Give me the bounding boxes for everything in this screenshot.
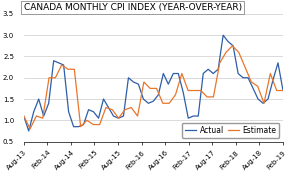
Estimate [174, 94, 177, 96]
Estimate [256, 85, 260, 87]
Line: Actual: Actual [24, 35, 283, 131]
Estimate [110, 109, 114, 111]
Estimate [142, 81, 146, 83]
Estimate [41, 117, 44, 119]
Estimate [60, 64, 64, 66]
Legend: Actual, Estimate: Actual, Estimate [182, 123, 279, 138]
Estimate [205, 96, 209, 98]
Estimate [148, 87, 152, 89]
Estimate [237, 51, 240, 53]
Actual [231, 45, 235, 47]
Estimate [199, 89, 202, 92]
Estimate [281, 89, 285, 92]
Estimate [117, 117, 120, 119]
Estimate [98, 124, 102, 126]
Estimate [186, 89, 190, 92]
Estimate [35, 115, 38, 117]
Estimate [72, 68, 76, 70]
Estimate [167, 102, 171, 104]
Estimate [136, 115, 139, 117]
Actual [182, 92, 185, 94]
Estimate [180, 72, 184, 74]
Estimate [123, 109, 127, 111]
Estimate [85, 119, 89, 121]
Estimate [79, 126, 82, 128]
Actual [22, 115, 26, 117]
Estimate [231, 45, 234, 47]
Actual [97, 117, 100, 119]
Actual [222, 34, 225, 36]
Estimate [92, 124, 95, 126]
Estimate [161, 102, 165, 104]
Estimate [250, 81, 253, 83]
Estimate [104, 106, 108, 109]
Actual [177, 72, 180, 74]
Line: Estimate: Estimate [24, 46, 283, 129]
Estimate [269, 72, 272, 74]
Estimate [54, 77, 57, 79]
Estimate [22, 115, 26, 117]
Estimate [47, 77, 51, 79]
Actual [281, 89, 285, 92]
Actual [197, 115, 200, 117]
Estimate [262, 102, 266, 104]
Estimate [275, 89, 278, 92]
Estimate [193, 89, 196, 92]
Estimate [243, 66, 247, 68]
Estimate [28, 128, 32, 130]
Actual [27, 130, 30, 132]
Estimate [155, 87, 158, 89]
Actual [191, 115, 195, 117]
Estimate [66, 68, 70, 70]
Estimate [212, 96, 215, 98]
Text: CANADA MONTHLY CPI INDEX (YEAR-OVER-YEAR): CANADA MONTHLY CPI INDEX (YEAR-OVER-YEAR… [24, 3, 242, 12]
Estimate [224, 51, 228, 53]
Estimate [218, 62, 222, 64]
Estimate [130, 106, 133, 109]
